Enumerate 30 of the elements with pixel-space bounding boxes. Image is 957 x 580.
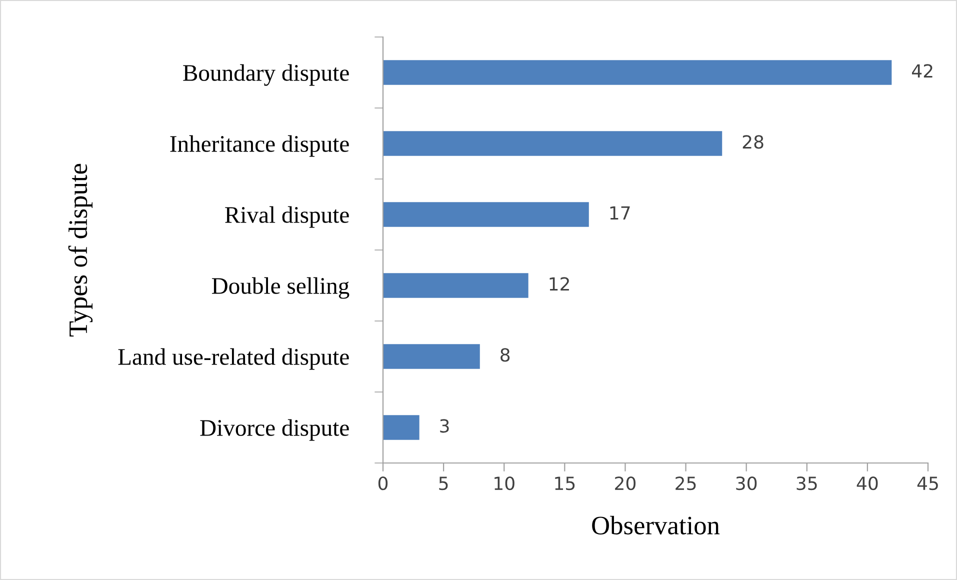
bar: [383, 415, 420, 440]
y-tick-label: Land use-related dispute: [118, 348, 349, 370]
bar: [383, 60, 892, 85]
x-tick-label: 0: [378, 476, 388, 490]
y-axis-title: Types of dispute: [68, 164, 93, 337]
bar: [383, 202, 589, 227]
x-tick-label: 20: [615, 476, 636, 490]
x-tick-label: 5: [439, 476, 448, 490]
x-tick-label: 10: [494, 476, 514, 490]
data-label: 17: [610, 206, 630, 220]
y-tick-label: Rival dispute: [225, 206, 349, 228]
x-tick-label: 30: [736, 476, 757, 490]
y-tick-label: Double selling: [212, 277, 350, 299]
data-label: 42: [912, 64, 932, 78]
data-label: 28: [742, 135, 764, 149]
x-axis-title: Observation: [592, 516, 720, 534]
bar: [383, 131, 722, 156]
y-tick-label: Inheritance dispute: [170, 135, 349, 157]
x-tick-label: 40: [856, 476, 878, 490]
y-tick-label: Divorce dispute: [200, 419, 349, 441]
y-tick-label: Boundary dispute: [183, 64, 349, 86]
x-tick-label: 35: [796, 476, 817, 490]
bar: [383, 273, 528, 298]
data-label: 3: [440, 419, 449, 433]
data-label: 8: [500, 348, 510, 362]
bar: [383, 344, 480, 369]
x-tick-label: 25: [676, 476, 696, 490]
x-tick-label: 15: [555, 476, 575, 490]
data-label: 12: [550, 277, 569, 290]
x-tick-label: 45: [917, 476, 938, 490]
